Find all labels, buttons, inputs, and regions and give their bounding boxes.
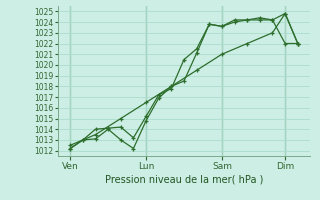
X-axis label: Pression niveau de la mer( hPa ): Pression niveau de la mer( hPa )	[105, 175, 263, 185]
